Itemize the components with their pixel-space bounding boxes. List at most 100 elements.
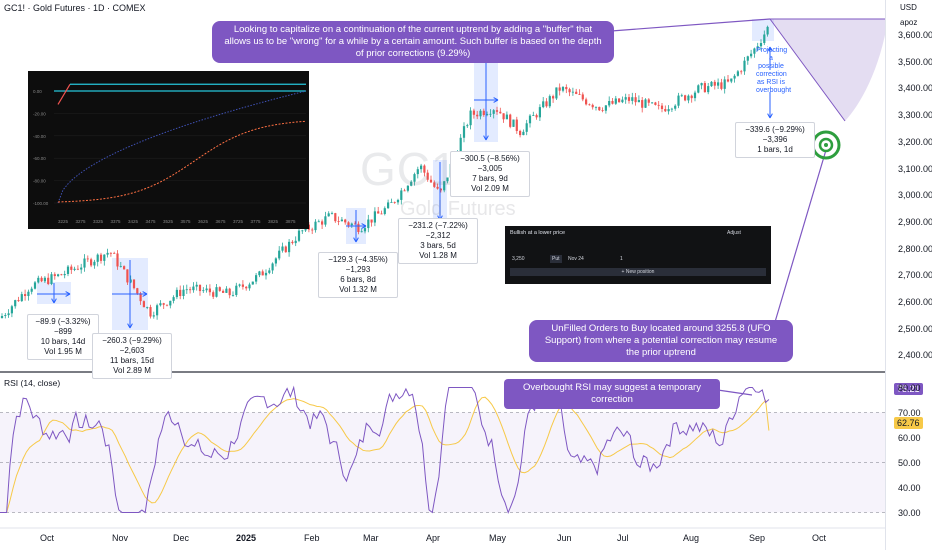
new-position-button[interactable]: + New position [510,268,766,276]
measure-line1: −231.2 (−7.22%) −2,312 [408,221,468,240]
time-tick-label: Sep [749,533,766,543]
candle [759,39,763,51]
candle [723,76,726,94]
inset-x-label: 3425 [128,219,139,224]
measure-line2: 6 bars, 8d [340,275,376,284]
candle [119,261,122,268]
candle [261,269,264,276]
candle [222,289,225,293]
inset-x-label: 3275 [76,219,87,224]
measure-line3: Vol 1.95 M [44,347,82,356]
order-strike[interactable]: 3,250 [512,256,525,262]
order-type[interactable]: Put [550,255,562,263]
candle [37,275,40,284]
price-tick-label: 2,700.00 [898,270,932,281]
candle [192,282,195,293]
measure-arrow-6-head [767,113,773,119]
rsi-tick-label: 60.00 [898,432,921,443]
candle [86,255,89,262]
measure-line2: 10 bars, 14d [40,337,86,346]
candle [377,206,380,214]
price-tick-label: 3,500.00 [898,56,932,67]
price-axis[interactable] [885,0,932,550]
order-account[interactable]: Adjust [727,230,741,236]
inset-x-label: 3525 [163,219,174,224]
candle [258,270,261,278]
buffer-callout[interactable]: Looking to capitalize on a continuation … [212,21,614,63]
candle [598,106,601,111]
candle [565,84,568,94]
candle [235,282,238,297]
measure-box-4[interactable]: −231.2 (−7.22%) −2,312 3 bars, 5d Vol 1.… [398,218,478,264]
measure-arrow-1-head [51,298,57,304]
candle [594,106,598,111]
candle [162,302,165,310]
candle [766,25,769,37]
inset-red-segment [57,83,71,105]
rsi-tick-label: 30.00 [898,507,921,518]
candle [172,295,175,304]
measure-box-1[interactable]: −89.9 (−3.32%) −899 10 bars, 14d Vol 1.9… [27,314,99,360]
candle [561,86,565,93]
candle [198,284,202,296]
candle [400,187,403,205]
candle [90,257,93,268]
measure-box-2[interactable]: −260.3 (−9.29%) −2,603 11 bars, 15d Vol … [92,333,172,379]
inset-blue-curve [57,90,307,204]
candle [387,199,390,209]
candle [99,252,103,264]
candle [439,188,442,193]
candle [528,114,532,128]
candle [591,103,594,110]
measure-box-3[interactable]: −129.3 (−4.35%) −1,293 6 bars, 8d Vol 1.… [318,252,398,298]
candle [301,229,304,234]
candle [344,218,347,225]
candle [383,206,386,216]
order-row[interactable]: 3,250 Put Nov 24 1 [510,255,764,264]
symbol-header: GC1! · Gold Futures · 1D · COMEX [4,3,146,13]
candle [324,211,327,227]
candle [53,272,56,280]
candle [690,94,693,103]
candle [278,246,281,261]
candle [202,287,205,293]
candle [618,98,621,103]
time-tick-label: Mar [363,533,379,543]
candle [476,110,479,120]
candle [489,109,492,117]
price-tick-label: 2,900.00 [898,216,932,227]
candle [357,221,360,235]
candle [284,245,287,253]
measure-arrow-5-head [483,135,489,141]
candle [123,265,126,270]
candle [47,273,50,286]
order-expiry[interactable]: Nov 24 [568,256,584,262]
candle [466,123,469,128]
price-tick-label: 2,800.00 [898,243,932,254]
candle [680,93,683,98]
candle [96,253,99,267]
measure-line3: Vol 2.89 M [113,366,151,375]
measure-box-5[interactable]: −300.5 (−8.56%) −3,005 7 bars, 9d Vol 2.… [450,151,530,197]
measure-arrow-3-head [353,237,359,243]
candle [241,280,244,290]
inset-y-label: -100.00 [33,201,49,206]
rsi-callout[interactable]: Overbought RSI may suggest a temporary c… [504,379,720,409]
candle [664,105,667,113]
ufo-callout[interactable]: UnFilled Orders to Buy located around 32… [529,320,793,362]
candle [337,216,340,226]
candle [512,119,515,127]
candle [641,96,644,113]
time-tick-label: Jul [617,533,629,543]
price-tick-label: 3,600.00 [898,30,932,40]
measure-line1: −129.3 (−4.35%) −1,293 [328,255,388,274]
time-tick-label: Apr [426,533,441,543]
measure-arrow-2-head [127,323,133,329]
order-qty[interactable]: 1 [620,256,623,262]
candle [740,69,743,75]
candle [70,264,73,274]
order-panel[interactable]: Bullish at a lower price Adjust 3,250 Pu… [505,226,771,284]
rsi-tick-label: 70.00 [898,407,921,418]
measure-box-6[interactable]: −339.6 (−9.29%) −3,396 1 bars, 1d [735,122,815,158]
